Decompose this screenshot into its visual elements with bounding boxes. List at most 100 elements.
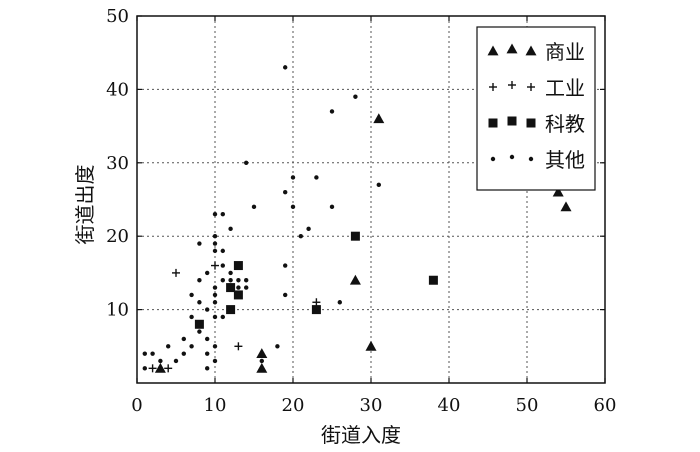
y-axis-label: 街道出度 — [73, 165, 97, 245]
dot-point — [329, 204, 335, 210]
legend-marker — [508, 81, 516, 89]
x-tick-label: 40 — [438, 395, 461, 416]
triangle-point — [256, 348, 268, 359]
legend-marker — [488, 118, 498, 128]
y-tick-label: 10 — [106, 300, 129, 321]
legend-marker — [528, 156, 534, 162]
triangle-point — [365, 340, 377, 351]
dot-point — [236, 285, 241, 290]
legend-marker — [509, 154, 515, 160]
dot-point — [220, 211, 225, 217]
legend-item: 工业 — [489, 76, 585, 100]
dot-point — [181, 336, 186, 342]
plus-point — [312, 298, 321, 307]
square-point — [233, 261, 243, 271]
dot-point — [244, 278, 249, 283]
triangle-point — [154, 362, 166, 373]
plus-point — [148, 364, 157, 373]
square-point — [428, 275, 438, 285]
dot-point — [220, 248, 225, 254]
plus-point — [211, 261, 219, 270]
grid — [137, 16, 605, 383]
dot-point — [376, 182, 381, 188]
dot-point — [197, 329, 202, 334]
plus-point — [172, 268, 180, 277]
x-tick-label: 20 — [282, 395, 305, 416]
dot-point — [244, 160, 249, 165]
x-tick-label: 50 — [516, 395, 539, 416]
x-tick-label: 60 — [594, 395, 617, 416]
dot-point — [205, 307, 210, 312]
legend-marker — [527, 83, 535, 91]
legend-label: 科教 — [545, 112, 585, 136]
legend-marker — [489, 83, 497, 91]
dot-point — [228, 270, 233, 276]
dot-point — [244, 285, 249, 290]
triangle-point — [552, 186, 564, 197]
dot-point — [212, 241, 218, 246]
x-tick-label: 30 — [360, 395, 383, 416]
dot-point — [197, 278, 202, 283]
square-point — [226, 283, 236, 293]
dot-point — [228, 278, 233, 283]
triangle-point — [373, 113, 385, 124]
triangle-point — [560, 201, 572, 212]
x-tick-label: 0 — [131, 395, 142, 416]
legend-marker — [525, 45, 537, 56]
legend-marker — [490, 156, 496, 162]
dot-point — [283, 263, 288, 268]
dot-point — [329, 109, 335, 114]
series-dot — [142, 65, 381, 371]
dot-point — [173, 358, 179, 364]
dot-point — [181, 351, 186, 356]
series-plus — [148, 261, 321, 373]
legend-label: 商业 — [545, 40, 585, 64]
legend-label: 工业 — [545, 76, 585, 100]
dot-point — [212, 292, 218, 298]
dot-point — [205, 366, 210, 371]
dot-point — [283, 292, 288, 298]
y-tick-label: 30 — [106, 153, 129, 174]
legend-marker — [507, 116, 517, 126]
dot-point — [283, 189, 288, 195]
dot-point — [205, 270, 210, 276]
dot-point — [212, 285, 218, 290]
dot-point — [189, 292, 194, 298]
y-tick-label: 40 — [106, 79, 129, 100]
dot-point — [306, 226, 311, 232]
plus-point — [234, 342, 243, 351]
dot-point — [220, 278, 225, 283]
dot-point — [228, 226, 233, 232]
triangle-point — [256, 362, 268, 373]
dot-point — [150, 351, 155, 356]
dot-point — [205, 336, 210, 342]
dot-point — [212, 344, 218, 349]
square-point — [226, 305, 236, 315]
dot-point — [212, 211, 218, 217]
dot-point — [197, 300, 202, 305]
legend-marker — [526, 118, 536, 128]
square-point — [233, 290, 243, 300]
x-tick-label: 10 — [204, 395, 227, 416]
dot-point — [166, 344, 171, 349]
plus-point — [164, 364, 173, 373]
dot-point — [142, 351, 147, 356]
dot-point — [212, 314, 218, 320]
dot-point — [212, 248, 218, 254]
dot-point — [158, 358, 163, 364]
square-point — [350, 231, 360, 241]
dot-point — [212, 358, 218, 364]
dot-point — [337, 300, 342, 305]
dot-point — [251, 204, 257, 210]
dot-point — [259, 358, 264, 364]
dot-point — [290, 175, 296, 180]
dot-point — [189, 344, 194, 349]
y-tick-label: 20 — [106, 226, 129, 247]
dot-point — [353, 94, 358, 99]
triangle-point — [349, 274, 361, 285]
dot-point — [220, 263, 225, 268]
legend-marker — [506, 43, 518, 54]
dot-point — [314, 175, 319, 180]
